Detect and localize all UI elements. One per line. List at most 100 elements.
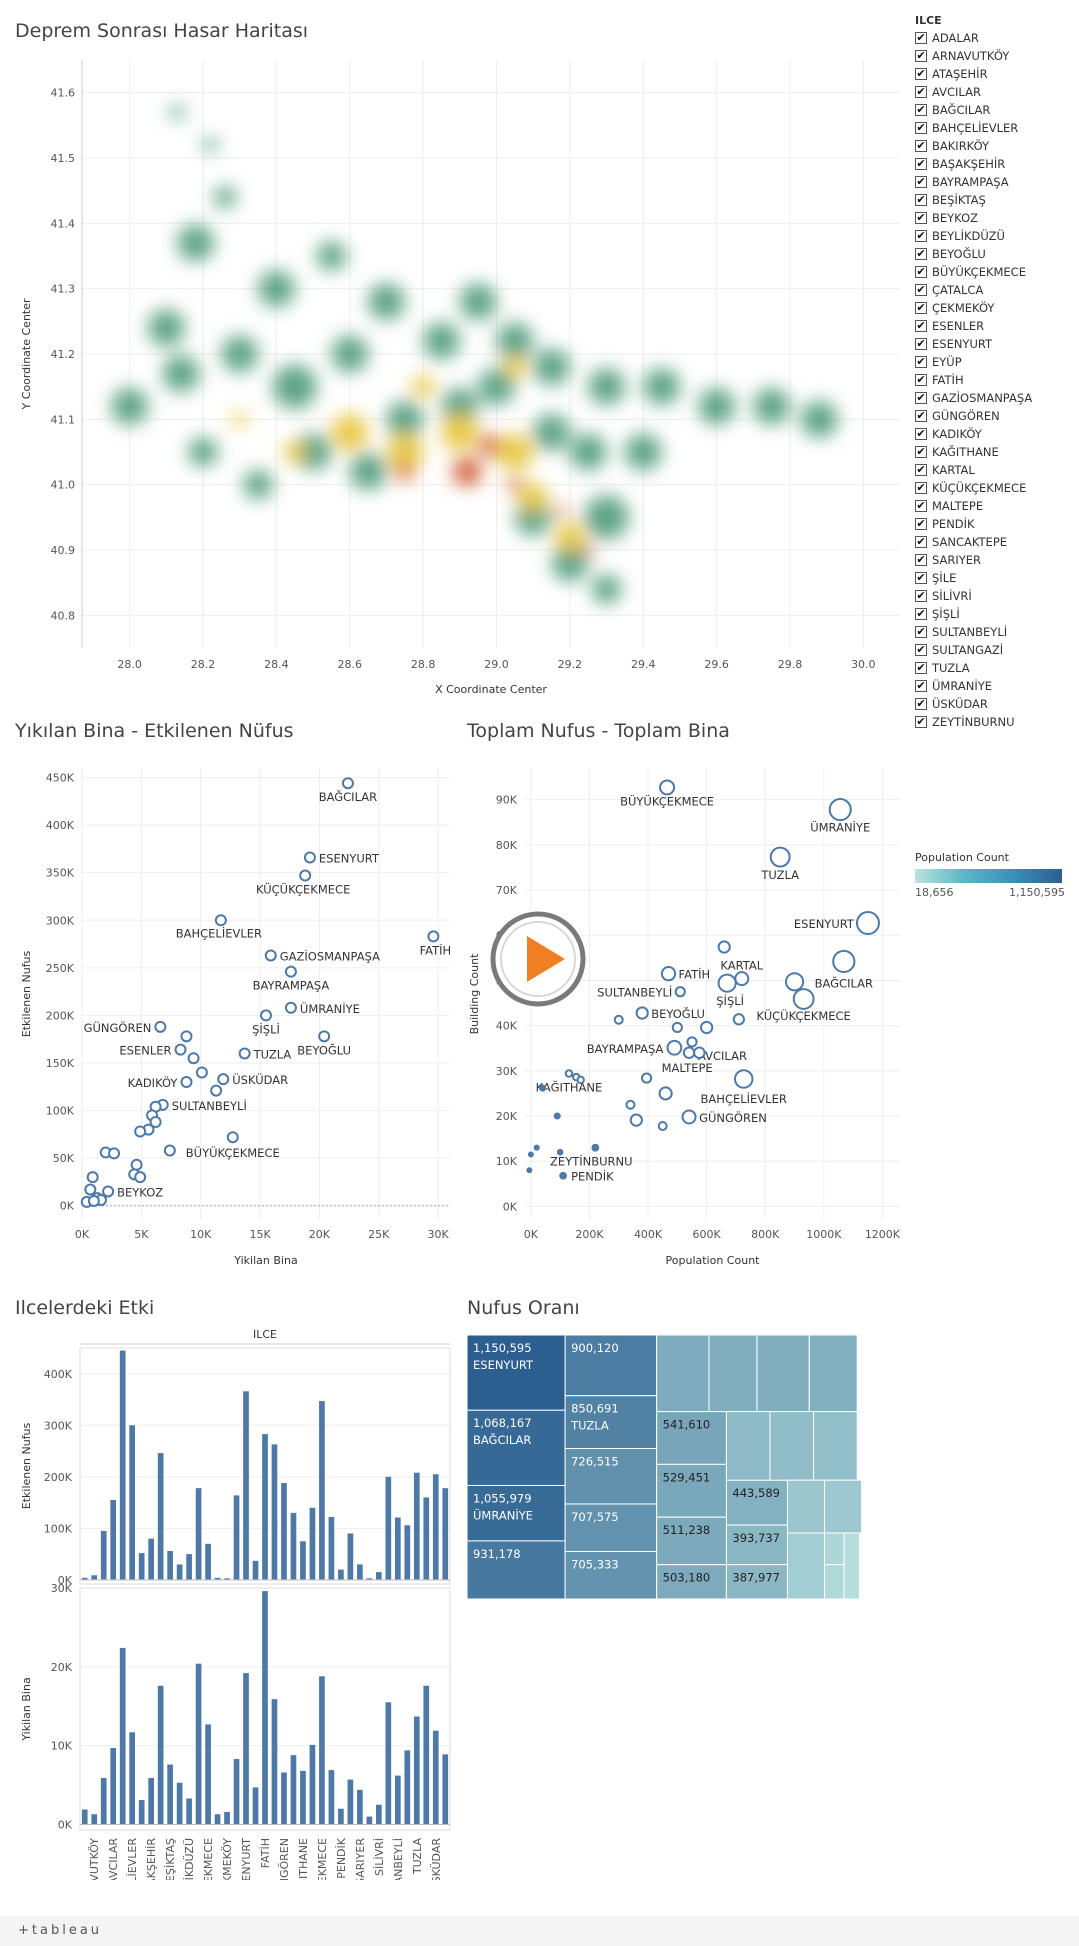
point-label: KÜÇÜKÇEKMECE: [756, 1007, 850, 1023]
filter-item[interactable]: ✔ SİLİVRİ: [915, 587, 1065, 605]
scatter-point: [533, 1144, 540, 1151]
filter-item[interactable]: ✔ ESENLER: [915, 317, 1065, 335]
checkbox-icon[interactable]: ✔: [915, 391, 927, 404]
checkbox-icon[interactable]: ✔: [915, 193, 927, 206]
checkbox-icon[interactable]: ✔: [915, 661, 927, 674]
filter-item[interactable]: ✔ KÜÇÜKÇEKMECE: [915, 479, 1065, 497]
checkbox-icon[interactable]: ✔: [915, 535, 927, 548]
checkbox-icon[interactable]: ✔: [915, 715, 927, 728]
filter-item[interactable]: ✔ AVCILAR: [915, 83, 1065, 101]
tableau-logo[interactable]: +tableau: [18, 1923, 103, 1938]
checkbox-icon[interactable]: ✔: [915, 679, 927, 692]
filter-item[interactable]: ✔ KARTAL: [915, 461, 1065, 479]
filter-item[interactable]: ✔ KAĞITHANE: [915, 443, 1065, 461]
checkbox-icon[interactable]: ✔: [915, 121, 927, 134]
checkbox-icon[interactable]: ✔: [915, 409, 927, 422]
y-tick-label: 40.8: [51, 609, 76, 622]
point-label: BAHÇELİEVLER: [701, 1091, 787, 1106]
filter-item[interactable]: ✔ GÜNGÖREN: [915, 407, 1065, 425]
filter-item[interactable]: ✔ ADALAR: [915, 29, 1065, 47]
filter-item[interactable]: ✔ SULTANGAZİ: [915, 641, 1065, 659]
checkbox-icon[interactable]: ✔: [915, 229, 927, 242]
treemap-name: TUZLA: [570, 1419, 609, 1433]
scatter-point: [681, 1109, 697, 1125]
checkbox-icon[interactable]: ✔: [915, 175, 927, 188]
filter-item[interactable]: ✔ SARIYER: [915, 551, 1065, 569]
checkbox-icon[interactable]: ✔: [915, 265, 927, 278]
checkbox-icon[interactable]: ✔: [915, 355, 927, 368]
filter-item[interactable]: ✔ ŞİŞLİ: [915, 605, 1065, 623]
filter-item[interactable]: ✔ ÇATALCA: [915, 281, 1065, 299]
checkbox-icon[interactable]: ✔: [915, 427, 927, 440]
filter-item[interactable]: ✔ ŞİLE: [915, 569, 1065, 587]
play-icon[interactable]: [489, 910, 587, 1008]
bar: [338, 1569, 344, 1580]
filter-item[interactable]: ✔ BAYRAMPAŞA: [915, 173, 1065, 191]
scatter-point: [732, 1013, 745, 1026]
bar: [243, 1391, 249, 1580]
checkbox-icon[interactable]: ✔: [915, 643, 927, 656]
checkbox-icon[interactable]: ✔: [915, 337, 927, 350]
filter-item[interactable]: ✔ MALTEPE: [915, 497, 1065, 515]
filter-item[interactable]: ✔ BAŞAKŞEHİR: [915, 155, 1065, 173]
filter-item[interactable]: ✔ BEYLİKDÜZÜ: [915, 227, 1065, 245]
heat-blob: [162, 355, 200, 392]
checkbox-icon[interactable]: ✔: [915, 301, 927, 314]
heat-blob: [459, 283, 497, 321]
checkbox-icon[interactable]: ✔: [915, 607, 927, 620]
checkbox-icon[interactable]: ✔: [915, 373, 927, 386]
filter-item[interactable]: ✔ EYÜP: [915, 353, 1065, 371]
filter-item[interactable]: ✔ ÜMRANİYE: [915, 677, 1065, 695]
filter-item[interactable]: ✔ ESENYURT: [915, 335, 1065, 353]
bar: [385, 1702, 392, 1825]
checkbox-icon[interactable]: ✔: [915, 211, 927, 224]
filter-item[interactable]: ✔ SANCAKTEPE: [915, 533, 1065, 551]
filter-item[interactable]: ✔ BAHÇELİEVLER: [915, 119, 1065, 137]
filter-item[interactable]: ✔ BEYOĞLU: [915, 245, 1065, 263]
filter-item[interactable]: ✔ FATİH: [915, 371, 1065, 389]
checkbox-icon[interactable]: ✔: [915, 589, 927, 602]
filter-item[interactable]: ✔ ARNAVUTKÖY: [915, 47, 1065, 65]
checkbox-icon[interactable]: ✔: [915, 517, 927, 530]
checkbox-icon[interactable]: ✔: [915, 445, 927, 458]
bar: [119, 1350, 126, 1580]
filter-item[interactable]: ✔ PENDİK: [915, 515, 1065, 533]
x-tick-label: 29.6: [704, 658, 729, 671]
filter-item[interactable]: ✔ ÜSKÜDAR: [915, 695, 1065, 713]
checkbox-icon[interactable]: ✔: [915, 283, 927, 296]
checkbox-icon[interactable]: ✔: [915, 139, 927, 152]
checkbox-icon[interactable]: ✔: [915, 49, 927, 62]
filter-item[interactable]: ✔ KADIKÖY: [915, 425, 1065, 443]
checkbox-icon[interactable]: ✔: [915, 463, 927, 476]
checkbox-icon[interactable]: ✔: [915, 103, 927, 116]
filter-item[interactable]: ✔ ATAŞEHİR: [915, 65, 1065, 83]
heat-blob: [698, 387, 735, 425]
checkbox-icon[interactable]: ✔: [915, 697, 927, 710]
checkbox-icon[interactable]: ✔: [915, 67, 927, 80]
filter-item[interactable]: ✔ BAĞCILAR: [915, 101, 1065, 119]
heat-blob: [643, 368, 680, 406]
checkbox-icon[interactable]: ✔: [915, 319, 927, 332]
y-tick-label: 10K: [51, 1740, 73, 1753]
checkbox-icon[interactable]: ✔: [915, 157, 927, 170]
filter-item[interactable]: ✔ BEŞİKTAŞ: [915, 191, 1065, 209]
checkbox-icon[interactable]: ✔: [915, 625, 927, 638]
filter-item[interactable]: ✔ GAZİOSMANPAŞA: [915, 389, 1065, 407]
filter-item[interactable]: ✔ BEYKOZ: [915, 209, 1065, 227]
y-tick-label: 90K: [496, 794, 518, 807]
checkbox-icon[interactable]: ✔: [915, 553, 927, 566]
checkbox-icon[interactable]: ✔: [915, 85, 927, 98]
filter-item[interactable]: ✔ ÇEKMEKÖY: [915, 299, 1065, 317]
filter-item[interactable]: ✔ TUZLA: [915, 659, 1065, 677]
filter-item[interactable]: ✔ SULTANBEYLİ: [915, 623, 1065, 641]
checkbox-icon[interactable]: ✔: [915, 31, 927, 44]
checkbox-icon[interactable]: ✔: [915, 247, 927, 260]
checkbox-icon[interactable]: ✔: [915, 481, 927, 494]
checkbox-icon[interactable]: ✔: [915, 499, 927, 512]
bar: [432, 1474, 439, 1580]
checkbox-icon[interactable]: ✔: [915, 571, 927, 584]
filter-item[interactable]: ✔ BÜYÜKÇEKMECE: [915, 263, 1065, 281]
filter-item[interactable]: ✔ BAKIRKÖY: [915, 137, 1065, 155]
point-label: BEYOĞLU: [297, 1042, 351, 1057]
filter-item[interactable]: ✔ ZEYTİNBURNU: [915, 713, 1065, 731]
